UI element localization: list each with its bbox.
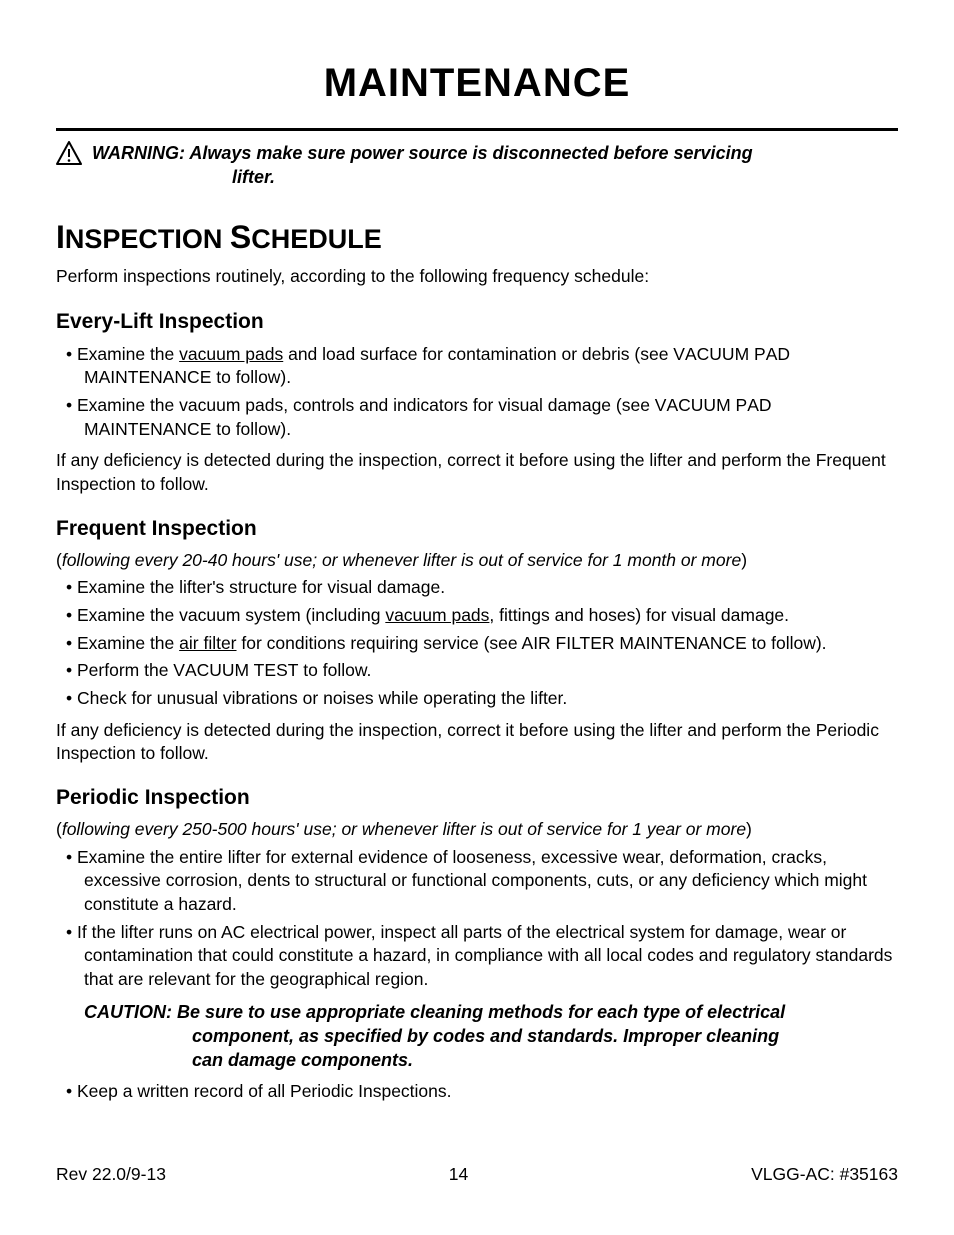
list-item: If the lifter runs on AC electrical powe… (56, 921, 898, 992)
caution-line3: can damage components. (84, 1048, 898, 1072)
warning-text: WARNING: Always make sure power source i… (92, 141, 753, 190)
caution-block: CAUTION: Be sure to use appropriate clea… (84, 1000, 898, 1073)
list-item: Examine the vacuum pads and load surface… (56, 343, 898, 390)
frequent-heading: Frequent Inspection (56, 515, 898, 543)
footer-doc-id: VLGG-AC: #35163 (751, 1163, 898, 1187)
frequent-note: (following every 20-40 hours' use; or wh… (56, 549, 898, 573)
warning-block: WARNING: Always make sure power source i… (56, 141, 898, 190)
list-item: Examine the air filter for conditions re… (56, 632, 898, 656)
list-item: Examine the entire lifter for external e… (56, 846, 898, 917)
horizontal-rule (56, 128, 898, 131)
periodic-note: (following every 250-500 hours' use; or … (56, 818, 898, 842)
list-item: Examine the vacuum pads, controls and in… (56, 394, 898, 441)
every-lift-list: Examine the vacuum pads and load surface… (56, 343, 898, 442)
caution-line1: Be sure to use appropriate cleaning meth… (177, 1002, 785, 1022)
intro-text: Perform inspections routinely, according… (56, 265, 898, 289)
page-title: MAINTENANCE (56, 56, 898, 110)
warning-line1: Always make sure power source is disconn… (189, 143, 752, 163)
list-item: Perform the VACUUM TEST to follow. (56, 659, 898, 683)
warning-line2: lifter. (92, 165, 753, 189)
periodic-heading: Periodic Inspection (56, 784, 898, 812)
periodic-list-2: Keep a written record of all Periodic In… (56, 1080, 898, 1104)
list-item: Check for unusual vibrations or noises w… (56, 687, 898, 711)
list-item: Keep a written record of all Periodic In… (56, 1080, 898, 1104)
warning-icon (56, 141, 82, 165)
page-footer: Rev 22.0/9-13 14 VLGG-AC: #35163 (56, 1163, 898, 1187)
periodic-list: Examine the entire lifter for external e… (56, 846, 898, 992)
inspection-schedule-heading: INSPECTION SCHEDULE (56, 216, 898, 259)
list-item: Examine the lifter's structure for visua… (56, 576, 898, 600)
caution-line2: component, as specified by codes and sta… (84, 1024, 898, 1048)
caution-label: CAUTION: (84, 1002, 172, 1022)
every-lift-heading: Every-Lift Inspection (56, 308, 898, 336)
warning-label: WARNING: (92, 143, 185, 163)
footer-page-number: 14 (449, 1163, 468, 1187)
frequent-after: If any deficiency is detected during the… (56, 719, 898, 766)
frequent-list: Examine the lifter's structure for visua… (56, 576, 898, 710)
every-lift-after: If any deficiency is detected during the… (56, 449, 898, 496)
list-item: Examine the vacuum system (including vac… (56, 604, 898, 628)
footer-rev: Rev 22.0/9-13 (56, 1163, 166, 1187)
